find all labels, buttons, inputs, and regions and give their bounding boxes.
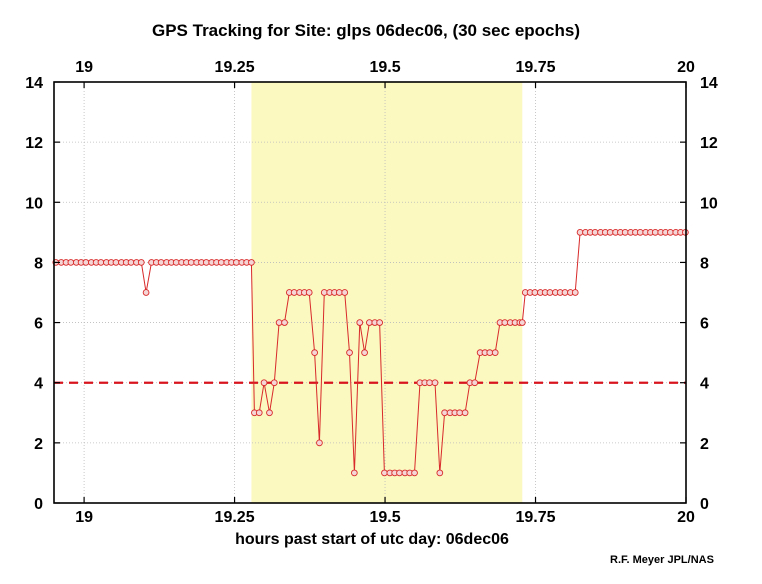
- data-point: [311, 349, 318, 356]
- x-tick-label-bottom: 19.25: [215, 509, 255, 526]
- data-point: [270, 379, 278, 387]
- y-tick-label-left: 4: [34, 376, 43, 393]
- x-tick-label-top: 20: [677, 59, 695, 76]
- y-tick-label-left: 14: [25, 75, 43, 92]
- y-tick-label-right: 4: [700, 376, 709, 393]
- data-point: [621, 229, 629, 236]
- data-point: [281, 319, 288, 326]
- data-point: [546, 289, 554, 296]
- data-point: [67, 259, 75, 266]
- data-point: [137, 259, 145, 266]
- y-tick-label-right: 2: [700, 436, 709, 453]
- data-point: [561, 289, 569, 296]
- x-tick-label-bottom: 19.75: [516, 509, 556, 526]
- data-point: [341, 289, 349, 296]
- x-axis-label: hours past start of utc day: 06dec06: [235, 531, 509, 548]
- data-point: [82, 259, 90, 266]
- data-point: [591, 229, 599, 236]
- x-tick-label-bottom: 19: [75, 509, 93, 526]
- data-point: [255, 409, 263, 417]
- x-tick-label-top: 19: [75, 59, 93, 76]
- data-point: [486, 349, 494, 356]
- data-point: [266, 409, 273, 417]
- y-tick-label-left: 2: [34, 436, 43, 453]
- y-tick-label-left: 12: [25, 135, 43, 152]
- y-tick-label-right: 12: [700, 135, 718, 152]
- data-point: [426, 379, 433, 387]
- y-tick-label-right: 6: [700, 316, 709, 333]
- data-point: [571, 289, 579, 296]
- data-point: [376, 319, 383, 326]
- data-point: [411, 469, 418, 477]
- data-point: [441, 409, 448, 417]
- data-point: [576, 229, 584, 236]
- data-point: [202, 259, 210, 266]
- data-point: [172, 259, 180, 266]
- data-point: [381, 469, 388, 477]
- data-point: [531, 289, 539, 296]
- y-tick-label-left: 8: [34, 255, 43, 272]
- data-point: [316, 439, 323, 447]
- data-point: [667, 229, 674, 236]
- y-tick-label-right: 14: [700, 75, 718, 92]
- data-point: [356, 319, 364, 326]
- data-point: [351, 469, 358, 477]
- x-tick-label-top: 19.75: [516, 59, 556, 76]
- y-tick-label-right: 10: [700, 195, 718, 212]
- data-point: [248, 259, 255, 266]
- y-tick-label-left: 0: [34, 496, 43, 513]
- x-tick-label-bottom: 20: [677, 509, 695, 526]
- data-point: [606, 229, 614, 236]
- data-point: [518, 319, 526, 326]
- data-point: [366, 319, 373, 326]
- plot-area: 19 19 19.25 19.25 19.5 19.5 19.75 19.75 20 20 0 0 2 2…: [25, 59, 718, 526]
- data-point: [142, 289, 150, 296]
- credit-text: R.F. Meyer JPL/NAS: [610, 554, 714, 566]
- data-point: [275, 319, 283, 326]
- x-tick-label-bottom: 19.5: [369, 509, 400, 526]
- data-point: [305, 289, 313, 296]
- y-tick-label-left: 6: [34, 316, 43, 333]
- data-point: [491, 349, 499, 356]
- data-point: [346, 349, 353, 356]
- data-point: [501, 319, 509, 326]
- data-point: [217, 259, 225, 266]
- data-point: [157, 259, 165, 266]
- data-point: [97, 259, 105, 266]
- data-point: [456, 409, 464, 417]
- data-point: [320, 289, 328, 296]
- data-point: [335, 289, 343, 296]
- data-point: [127, 259, 135, 266]
- data-point: [471, 379, 479, 387]
- plot-frame: [53, 81, 687, 504]
- data-point: [431, 379, 439, 387]
- x-tick-label-top: 19.25: [215, 59, 255, 76]
- data-point: [461, 409, 469, 417]
- data-point: [260, 379, 268, 387]
- data-point: [651, 229, 659, 236]
- data-point: [436, 469, 444, 477]
- data-point: [396, 469, 403, 477]
- y-tick-label-left: 10: [25, 195, 43, 212]
- y-tick-label-right: 8: [700, 255, 709, 272]
- data-point: [187, 259, 195, 266]
- data-point: [233, 259, 240, 266]
- data-point: [290, 289, 298, 296]
- y-tick-label-right: 0: [700, 496, 709, 513]
- data-point: [636, 229, 644, 236]
- chart-title: GPS Tracking for Site: glps 06dec06, (30…: [152, 21, 580, 40]
- data-point: [361, 349, 368, 356]
- data-point: [112, 259, 120, 266]
- x-tick-label-top: 19.5: [369, 59, 400, 76]
